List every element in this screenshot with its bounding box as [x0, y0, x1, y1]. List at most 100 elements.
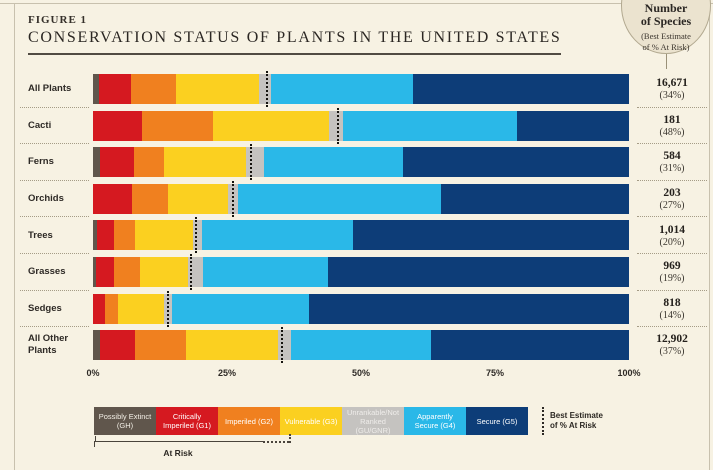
legend: Possibly Extinct (GH) Critically Imperile…: [94, 407, 528, 435]
badge-subtitle-line2: of % At Risk): [642, 41, 690, 52]
bar-segment: [164, 147, 247, 178]
row-separator-left: [20, 143, 89, 145]
best-estimate-marker: [265, 71, 268, 107]
row-label: All Other Plants: [28, 333, 69, 357]
bar-segment: [131, 183, 169, 214]
chart-row: All Plants 16,671 (34%): [0, 71, 713, 108]
row-separator-left: [20, 326, 89, 328]
bar-segment: [134, 147, 165, 178]
stacked-bar: [93, 180, 629, 217]
badge-connector-line: [666, 54, 667, 69]
bar-segment: [516, 110, 629, 141]
bar-segment: [270, 74, 414, 104]
bar-segment: [342, 110, 517, 141]
bar-segment: [113, 256, 140, 287]
row-number-of-species: 16,671 (34%): [637, 77, 707, 101]
row-number-of-species: 818 (14%): [637, 297, 707, 321]
bar-segment: [118, 293, 165, 324]
row-number-of-species: 181 (48%): [637, 114, 707, 138]
bar-segment: [139, 256, 188, 287]
species-count: 203: [663, 187, 681, 200]
stacked-bar: [93, 71, 629, 107]
bar-segment: [193, 220, 202, 251]
stacked-bar: [93, 107, 629, 144]
bar-segment: [93, 147, 100, 178]
row-separator-right: [637, 106, 707, 108]
badge-title-line1: Number: [644, 1, 688, 15]
number-of-species-badge: Number of Species (Best Estimate of % At…: [621, 0, 711, 54]
pct-at-risk: (48%): [659, 126, 685, 138]
bar-segment: [308, 293, 629, 324]
bar-segment: [93, 183, 132, 214]
species-count: 16,671: [656, 77, 688, 90]
species-count: 12,902: [656, 333, 688, 346]
pct-at-risk: (19%): [659, 273, 685, 285]
bar-segment: [99, 74, 132, 104]
row-label: Orchids: [28, 193, 64, 205]
best-estimate-line2: of % At Risk: [550, 421, 597, 430]
bar-segment: [329, 110, 343, 141]
row-label: Ferns: [28, 156, 54, 168]
best-estimate-marker: [167, 290, 170, 327]
row-separator-left: [20, 106, 89, 108]
x-axis-tick-label: 50%: [351, 368, 371, 378]
row-separator-right: [637, 179, 707, 181]
row-number-of-species: 584 (31%): [637, 150, 707, 174]
pct-at-risk: (37%): [659, 346, 685, 358]
chart-row: Orchids 203 (27%): [0, 179, 713, 218]
row-number-of-species: 1,014 (20%): [637, 224, 707, 248]
row-separator-right: [637, 326, 707, 328]
bar-segment: [290, 330, 432, 361]
chart-row: All Other Plants 12,902 (37%): [0, 326, 713, 364]
row-separator-right: [637, 252, 707, 254]
stacked-bar: [93, 217, 629, 254]
bar-segment: [186, 330, 278, 361]
x-axis-tick-label: 0%: [86, 368, 100, 378]
best-estimate-marker: [231, 180, 234, 217]
bar-segment: [99, 330, 136, 361]
row-label: Sedges: [28, 302, 62, 314]
row-separator-right: [637, 216, 707, 218]
row-separator-right: [637, 289, 707, 291]
bar-segment: [201, 220, 354, 251]
best-estimate-marker: [336, 107, 339, 144]
chart-row: Cacti 181 (48%): [0, 106, 713, 145]
chart-row: Sedges 818 (14%): [0, 289, 713, 328]
legend-item: Imperiled (G2): [218, 407, 280, 435]
bar-segment: [202, 256, 328, 287]
best-estimate-marker: [190, 253, 193, 290]
bar-segment: [93, 256, 97, 287]
at-risk-bracket-end-tick: [289, 434, 291, 443]
species-count: 181: [663, 113, 681, 126]
at-risk-label: At Risk: [163, 448, 193, 458]
legend-item: Vulnerable (G3): [280, 407, 342, 435]
bar-segment: [238, 183, 442, 214]
x-axis-tick-label: 100%: [617, 368, 641, 378]
row-label: Grasses: [28, 266, 66, 278]
figure-label: FIGURE 1: [28, 14, 88, 26]
bar-segment: [246, 147, 265, 178]
row-number-of-species: 12,902 (37%): [637, 333, 707, 357]
pct-at-risk: (34%): [659, 90, 685, 102]
bar-segment: [93, 330, 100, 361]
stacked-bar: [93, 144, 629, 181]
row-number-of-species: 203 (27%): [637, 187, 707, 211]
page-title: CONSERVATION STATUS OF PLANTS IN THE UNI…: [28, 29, 562, 55]
bar-segment: [97, 220, 114, 251]
row-separator-right: [637, 143, 707, 145]
species-count: 1,014: [659, 223, 685, 236]
stacked-bar-chart: All Plants 16,671 (34%) Cacti 181 (48%) Ferns 5…: [0, 71, 713, 364]
bar-segment: [96, 256, 114, 287]
at-risk-bracket-dotted: [263, 441, 289, 443]
bar-segment: [135, 330, 187, 361]
bar-segment: [141, 110, 213, 141]
stacked-bar: [93, 253, 629, 290]
frame-right-line: [709, 3, 710, 470]
bar-segment: [131, 74, 177, 104]
bar-segment: [93, 110, 142, 141]
chart-row: Trees 1,014 (20%): [0, 216, 713, 254]
legend-item: Possibly Extinct (GH): [94, 407, 156, 435]
pct-at-risk: (27%): [659, 200, 685, 212]
bar-segment: [212, 110, 330, 141]
